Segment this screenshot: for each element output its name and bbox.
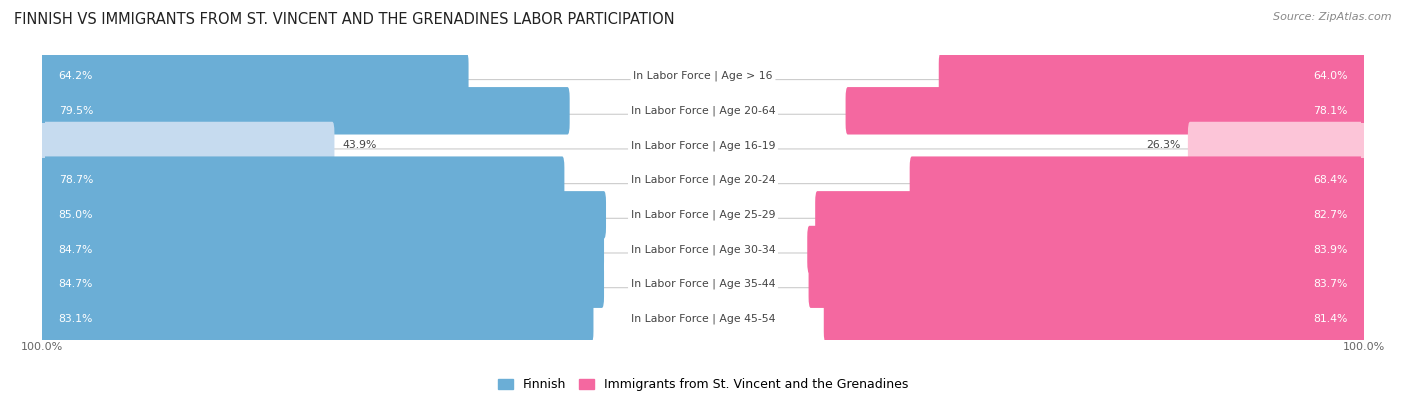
FancyBboxPatch shape bbox=[39, 191, 606, 239]
Bar bbox=[1361, 202, 1364, 228]
Text: 84.7%: 84.7% bbox=[59, 245, 93, 254]
FancyBboxPatch shape bbox=[824, 295, 1367, 342]
FancyBboxPatch shape bbox=[41, 218, 1365, 281]
FancyBboxPatch shape bbox=[41, 288, 1365, 350]
Text: 78.1%: 78.1% bbox=[1313, 106, 1347, 116]
Text: FINNISH VS IMMIGRANTS FROM ST. VINCENT AND THE GRENADINES LABOR PARTICIPATION: FINNISH VS IMMIGRANTS FROM ST. VINCENT A… bbox=[14, 12, 675, 27]
Bar bbox=[42, 98, 45, 123]
Text: In Labor Force | Age 20-24: In Labor Force | Age 20-24 bbox=[631, 175, 775, 185]
Text: 83.9%: 83.9% bbox=[1313, 245, 1347, 254]
Text: In Labor Force | Age 25-29: In Labor Force | Age 25-29 bbox=[631, 210, 775, 220]
FancyBboxPatch shape bbox=[39, 295, 593, 342]
Text: In Labor Force | Age 35-44: In Labor Force | Age 35-44 bbox=[631, 279, 775, 290]
Text: 64.2%: 64.2% bbox=[59, 71, 93, 81]
FancyBboxPatch shape bbox=[41, 149, 1365, 211]
FancyBboxPatch shape bbox=[807, 226, 1367, 273]
Bar bbox=[1361, 64, 1364, 88]
Text: 82.7%: 82.7% bbox=[1313, 210, 1347, 220]
Text: 78.7%: 78.7% bbox=[59, 175, 93, 185]
Legend: Finnish, Immigrants from St. Vincent and the Grenadines: Finnish, Immigrants from St. Vincent and… bbox=[494, 373, 912, 395]
Text: 79.5%: 79.5% bbox=[59, 106, 93, 116]
FancyBboxPatch shape bbox=[41, 45, 1365, 107]
FancyBboxPatch shape bbox=[41, 184, 1365, 246]
Text: 43.9%: 43.9% bbox=[342, 141, 377, 150]
Bar bbox=[1361, 237, 1364, 262]
FancyBboxPatch shape bbox=[939, 53, 1367, 100]
Text: In Labor Force | Age 16-19: In Labor Force | Age 16-19 bbox=[631, 140, 775, 151]
Bar bbox=[42, 133, 45, 158]
Text: In Labor Force | Age 20-64: In Labor Force | Age 20-64 bbox=[631, 105, 775, 116]
FancyBboxPatch shape bbox=[39, 226, 605, 273]
Bar bbox=[42, 64, 45, 88]
Text: 84.7%: 84.7% bbox=[59, 279, 93, 289]
FancyBboxPatch shape bbox=[808, 260, 1367, 308]
Text: 26.3%: 26.3% bbox=[1146, 141, 1180, 150]
Bar bbox=[42, 202, 45, 228]
Bar bbox=[42, 237, 45, 262]
Bar bbox=[42, 167, 45, 193]
Text: In Labor Force | Age 30-34: In Labor Force | Age 30-34 bbox=[631, 244, 775, 255]
Bar bbox=[1361, 307, 1364, 331]
FancyBboxPatch shape bbox=[41, 253, 1365, 316]
FancyBboxPatch shape bbox=[39, 122, 335, 169]
FancyBboxPatch shape bbox=[39, 156, 564, 204]
Bar bbox=[1361, 272, 1364, 297]
Bar bbox=[1361, 133, 1364, 158]
FancyBboxPatch shape bbox=[910, 156, 1367, 204]
Text: In Labor Force | Age 45-54: In Labor Force | Age 45-54 bbox=[631, 314, 775, 324]
Text: 83.1%: 83.1% bbox=[59, 314, 93, 324]
Text: In Labor Force | Age > 16: In Labor Force | Age > 16 bbox=[633, 71, 773, 81]
FancyBboxPatch shape bbox=[39, 53, 468, 100]
FancyBboxPatch shape bbox=[1188, 122, 1367, 169]
FancyBboxPatch shape bbox=[39, 87, 569, 135]
FancyBboxPatch shape bbox=[845, 87, 1367, 135]
FancyBboxPatch shape bbox=[41, 79, 1365, 142]
Text: 68.4%: 68.4% bbox=[1313, 175, 1347, 185]
Bar bbox=[42, 307, 45, 331]
FancyBboxPatch shape bbox=[815, 191, 1367, 239]
Text: Source: ZipAtlas.com: Source: ZipAtlas.com bbox=[1274, 12, 1392, 22]
Text: 85.0%: 85.0% bbox=[59, 210, 93, 220]
FancyBboxPatch shape bbox=[39, 260, 605, 308]
Text: 83.7%: 83.7% bbox=[1313, 279, 1347, 289]
FancyBboxPatch shape bbox=[41, 114, 1365, 177]
Text: 64.0%: 64.0% bbox=[1313, 71, 1347, 81]
Text: 81.4%: 81.4% bbox=[1313, 314, 1347, 324]
Bar bbox=[1361, 167, 1364, 193]
Bar bbox=[1361, 98, 1364, 123]
Bar bbox=[42, 272, 45, 297]
